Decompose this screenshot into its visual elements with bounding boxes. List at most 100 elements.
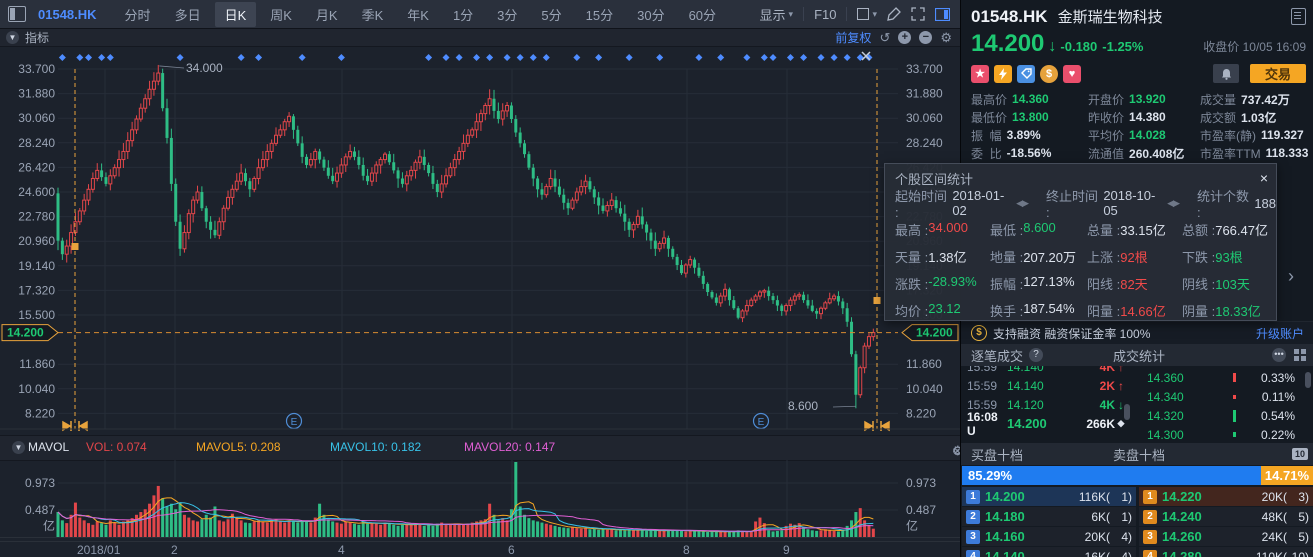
bid-row-2[interactable]: 2 14.180 6K( 1) — [962, 507, 1136, 526]
date-stepper-icons[interactable]: ◀▶ — [1016, 197, 1029, 208]
mavol-title[interactable]: MAVOL — [28, 440, 70, 454]
tab-5min[interactable]: 5分 — [541, 7, 562, 23]
tick-row-latest[interactable]: 16:08 U 14.200 266K ◆ — [961, 410, 1131, 438]
svg-text:10.040: 10.040 — [906, 382, 943, 396]
close-time-label: 收盘价 10/05 16:09 — [1203, 40, 1306, 54]
collapse-chevron-icon[interactable]: ▼ — [6, 31, 19, 44]
svg-text:E: E — [758, 417, 765, 428]
divider — [846, 7, 848, 21]
candlestick-chart[interactable]: 33.700 33.700 31.880 31.880 30.060 30.060 28.2… — [0, 46, 960, 435]
more-dots-icon[interactable]: ••• — [1272, 348, 1286, 362]
tab-quarterly-k[interactable]: 季K — [361, 7, 384, 23]
depth-level-badge[interactable]: 10 — [1292, 448, 1308, 460]
adjust-mode-link[interactable]: 前复权 — [835, 31, 872, 45]
range-handle[interactable] — [873, 297, 881, 304]
heart-icon[interactable]: ♥ — [1063, 64, 1081, 83]
tab-timeline[interactable]: 分时 — [124, 7, 151, 23]
tab-yearly-k[interactable]: 年K — [407, 7, 429, 23]
expand-icon — [911, 7, 925, 21]
tick-table-title[interactable]: 逐笔成交 — [971, 348, 1024, 364]
earnings-marker-icon[interactable]: E — [752, 412, 770, 430]
upgrade-account-link[interactable]: 升级账户 — [1255, 326, 1304, 341]
svg-text:15.500: 15.500 — [18, 308, 55, 322]
tab-weekly-k[interactable]: 周K — [270, 7, 292, 23]
stock-code[interactable]: 01548.HK — [38, 6, 97, 22]
ask-row-4[interactable]: 4 14.280 110K( 10) — [1139, 547, 1313, 557]
tab-multiday[interactable]: 多日 — [174, 7, 201, 23]
tab-daily-k[interactable]: 日K — [214, 1, 257, 27]
stat-label: 振 幅 — [971, 128, 1002, 143]
f10-button[interactable]: F10 — [814, 6, 837, 22]
stat-label: 市盈率(静) — [1200, 128, 1256, 143]
reset-zoom-icon[interactable]: ↺ — [879, 30, 891, 45]
tab-monthly-k[interactable]: 月K — [315, 7, 338, 23]
scrollbar-thumb[interactable] — [1124, 404, 1130, 420]
alert-bell-button[interactable] — [1213, 64, 1239, 83]
stat-price: 14.320 — [1147, 408, 1184, 423]
ask-qty: 110K( — [1255, 549, 1287, 557]
ask-depth-title[interactable]: 卖盘十档 — [1113, 447, 1166, 463]
trade-stats-title[interactable]: 成交统计 — [1113, 348, 1166, 364]
trade-stat-row[interactable]: 14.300 0.22% — [1139, 425, 1301, 444]
zoom-out-icon[interactable]: − — [919, 31, 933, 44]
tab-60min[interactable]: 60分 — [688, 7, 717, 23]
panel-toggle-button[interactable] — [935, 7, 950, 21]
earnings-marker-icon[interactable]: E — [285, 412, 303, 430]
tab-3min[interactable]: 3分 — [497, 7, 518, 23]
svg-text:E: E — [291, 417, 298, 428]
close-pane-icon[interactable]: ⊗ — [952, 443, 963, 458]
scrollbar-thumb[interactable] — [1305, 372, 1311, 388]
tick-row[interactable]: 15:59 14.140 2K ↑ — [961, 376, 1131, 395]
draw-tool-button[interactable] — [887, 7, 901, 21]
bid-row-4[interactable]: 4 14.140 16K( 4) — [962, 547, 1136, 557]
fullscreen-button[interactable] — [911, 7, 925, 21]
indicator-label[interactable]: 指标 — [25, 31, 50, 45]
news-doc-icon[interactable] — [1291, 8, 1306, 25]
layout-icon[interactable] — [8, 6, 26, 22]
bid-row-1[interactable]: 1 14.200 116K( 1) — [962, 487, 1136, 506]
svg-text:亿: 亿 — [906, 518, 918, 533]
ask-row-1[interactable]: 1 14.220 20K( 3) — [1139, 487, 1313, 506]
event-diamond-icons[interactable] — [58, 54, 873, 61]
candle-style-icon — [857, 8, 870, 20]
tab-30min[interactable]: 30分 — [637, 7, 665, 23]
tab-1min[interactable]: 1分 — [452, 7, 474, 23]
display-menu[interactable]: 显示 ▾ — [760, 5, 794, 24]
ask-row-3[interactable]: 3 14.260 24K( 5) — [1139, 527, 1313, 546]
candle-style-menu[interactable]: ▾ — [857, 8, 877, 20]
settings-gear-icon[interactable]: ⚙ — [952, 443, 964, 458]
side-panel-icon — [935, 7, 950, 21]
trade-stat-row[interactable]: 14.340 0.11% — [1139, 387, 1301, 406]
zoom-in-icon[interactable]: + — [898, 31, 912, 44]
bid-ratio: 85.29% — [962, 466, 1262, 485]
help-icon[interactable]: ? — [1029, 348, 1044, 362]
ask-qty: 24K( — [1261, 529, 1287, 544]
tick-row[interactable]: 15:59 14.120 4K ↓ — [961, 395, 1131, 414]
tab-15min[interactable]: 15分 — [585, 7, 614, 23]
next-panel-chevron-icon[interactable]: › — [1288, 266, 1294, 286]
trade-stat-row[interactable]: 14.320 0.54% — [1139, 406, 1301, 425]
close-icon[interactable] — [861, 51, 871, 61]
tick-row[interactable]: 15:59 14.140 4K ↑ — [961, 366, 1131, 376]
close-icon[interactable]: × — [1259, 170, 1268, 186]
volume-chart[interactable]: 0.973 0.9730.487 0.487亿亿 — [0, 460, 960, 541]
ask-count: 10) — [1291, 549, 1309, 557]
popup-stat: 下跌 :93根 — [1181, 250, 1243, 265]
bid-depth-title[interactable]: 买盘十档 — [971, 447, 1024, 463]
trade-button[interactable]: 交易 — [1250, 64, 1306, 83]
trade-stat-row[interactable]: 14.360 0.33% — [1139, 368, 1301, 387]
grid-view-icon[interactable] — [1294, 349, 1306, 361]
settings-gear-icon[interactable]: ⚙ — [940, 30, 952, 45]
bid-row-3[interactable]: 3 14.160 20K( 4) — [962, 527, 1136, 546]
range-handle[interactable] — [71, 243, 79, 250]
collapse-chevron-icon[interactable]: ▼ — [12, 441, 25, 454]
tick-time: 15:59 — [967, 366, 998, 374]
stat-price: 14.360 — [1147, 370, 1184, 385]
popup-stat: 天量 :1.38亿 — [895, 250, 967, 265]
ask-count: 3) — [1298, 489, 1309, 504]
date-stepper-icons[interactable]: ◀▶ — [1167, 197, 1180, 208]
chevron-down-icon: ▾ — [872, 8, 877, 19]
ask-row-2[interactable]: 2 14.240 48K( 5) — [1139, 507, 1313, 526]
tick-tables-header: 逐笔成交 ? 成交统计 ••• — [961, 344, 1313, 366]
last-price: 14.200 — [971, 30, 1045, 57]
